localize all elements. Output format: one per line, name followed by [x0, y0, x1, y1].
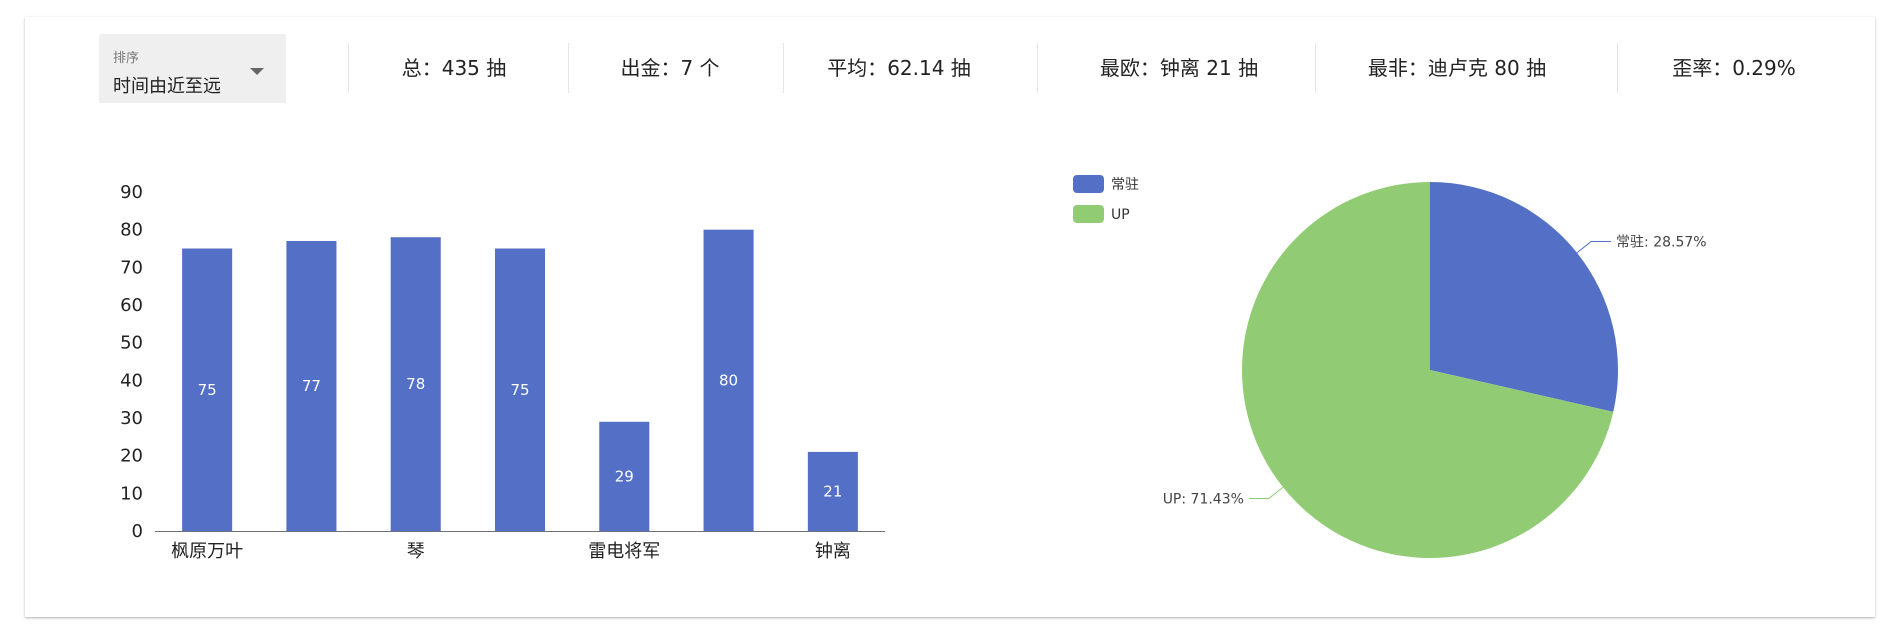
stat-unluckiest: 最非：迪卢克 80 抽 [1368, 52, 1546, 81]
x-tick-label: 枫原万叶 [171, 541, 243, 562]
y-tick-label: 60 [120, 295, 143, 316]
stat-luckiest-value: 钟离 21 抽 [1159, 56, 1259, 80]
y-tick-label: 70 [120, 257, 143, 278]
stat-lose-rate-value: 0.29% [1732, 56, 1796, 80]
bar[interactable] [807, 451, 858, 531]
bar[interactable] [494, 248, 546, 532]
y-tick-label: 10 [120, 483, 143, 504]
x-tick-label: 琴 [407, 541, 425, 562]
bar-chart: 0 10 20 30 40 50 60 70 80 90 75 枫原万叶 77 78 琴 75 29 雷电将军 80… [120, 182, 885, 562]
pie-slice[interactable] [1430, 182, 1618, 412]
stat-gold-count-value: 7 个 [680, 56, 720, 80]
bar-data-label: 75 [510, 381, 529, 399]
stats-bar: 排序 时间由近至远 总：435 抽 出金：7 个 平均：62.14 抽 最欧：钟… [25, 17, 1875, 117]
sort-select[interactable]: 排序 时间由近至远 [99, 34, 286, 103]
y-tick-label: 40 [120, 370, 143, 391]
legend-label: 常驻 [1111, 177, 1139, 193]
bar-data-label: 29 [615, 467, 634, 485]
stat-gold-count-label: 出金： [620, 56, 681, 80]
stat-gold-count: 出金：7 个 [620, 52, 719, 81]
y-tick-label: 30 [120, 408, 143, 429]
legend-label: UP [1111, 207, 1130, 223]
bar[interactable] [286, 240, 337, 531]
bar-data-label: 78 [406, 375, 425, 393]
bar[interactable] [703, 229, 754, 531]
bar-data-label: 21 [823, 482, 842, 500]
bar[interactable] [390, 237, 441, 531]
slice-leader-line [1576, 241, 1612, 254]
stat-divider [1315, 43, 1316, 93]
stat-average: 平均：62.14 抽 [827, 52, 971, 81]
stat-unluckiest-label: 最非： [1367, 56, 1428, 80]
stat-luckiest: 最欧：钟离 21 抽 [1100, 52, 1258, 81]
slice-label: UP: 71.43% [1163, 491, 1244, 507]
stat-unluckiest-value: 迪卢克 80 抽 [1427, 56, 1547, 80]
legend-swatch[interactable] [1073, 205, 1104, 223]
y-tick-label: 50 [120, 333, 143, 354]
y-tick-label: 90 [120, 182, 143, 203]
stat-lose-rate: 歪率：0.29% [1672, 52, 1796, 81]
slice-leader-line [1248, 486, 1284, 499]
x-tick-label: 钟离 [815, 541, 851, 562]
y-tick-label: 0 [132, 521, 143, 542]
stat-divider [348, 43, 349, 93]
stat-average-value: 62.14 抽 [887, 56, 971, 80]
slice-label: 常驻: 28.57% [1616, 235, 1707, 251]
sort-select-label: 排序 [113, 51, 140, 66]
pie-chart: 常驻 UP 常驻: 28.57% UP: 71.43% [1073, 175, 1707, 558]
stat-divider [1617, 43, 1618, 93]
pie-slice[interactable] [1242, 182, 1614, 558]
stat-divider [568, 43, 569, 93]
bar-data-label: 75 [198, 381, 217, 399]
sort-select-value: 时间由近至远 [113, 76, 221, 97]
stat-average-label: 平均： [827, 56, 888, 80]
bar[interactable] [599, 421, 650, 531]
y-tick-label: 80 [120, 220, 143, 241]
bar-data-label: 77 [302, 377, 321, 395]
y-tick-label: 20 [120, 446, 143, 467]
stat-divider [1037, 43, 1038, 93]
gacha-stats-card: 排序 时间由近至远 总：435 抽 出金：7 个 平均：62.14 抽 最欧：钟… [25, 17, 1875, 617]
stat-total-value: 435 抽 [441, 56, 507, 80]
stat-total-label: 总： [401, 56, 442, 80]
x-tick-label: 雷电将军 [588, 541, 660, 562]
stat-lose-rate-label: 歪率： [1672, 56, 1733, 80]
stat-luckiest-label: 最欧： [1099, 56, 1160, 80]
chevron-down-icon [250, 68, 264, 75]
stat-total: 总：435 抽 [402, 52, 507, 81]
legend-swatch[interactable] [1073, 175, 1104, 193]
bar-data-label: 80 [719, 371, 738, 389]
stat-divider [783, 43, 784, 93]
bar[interactable] [182, 248, 233, 532]
